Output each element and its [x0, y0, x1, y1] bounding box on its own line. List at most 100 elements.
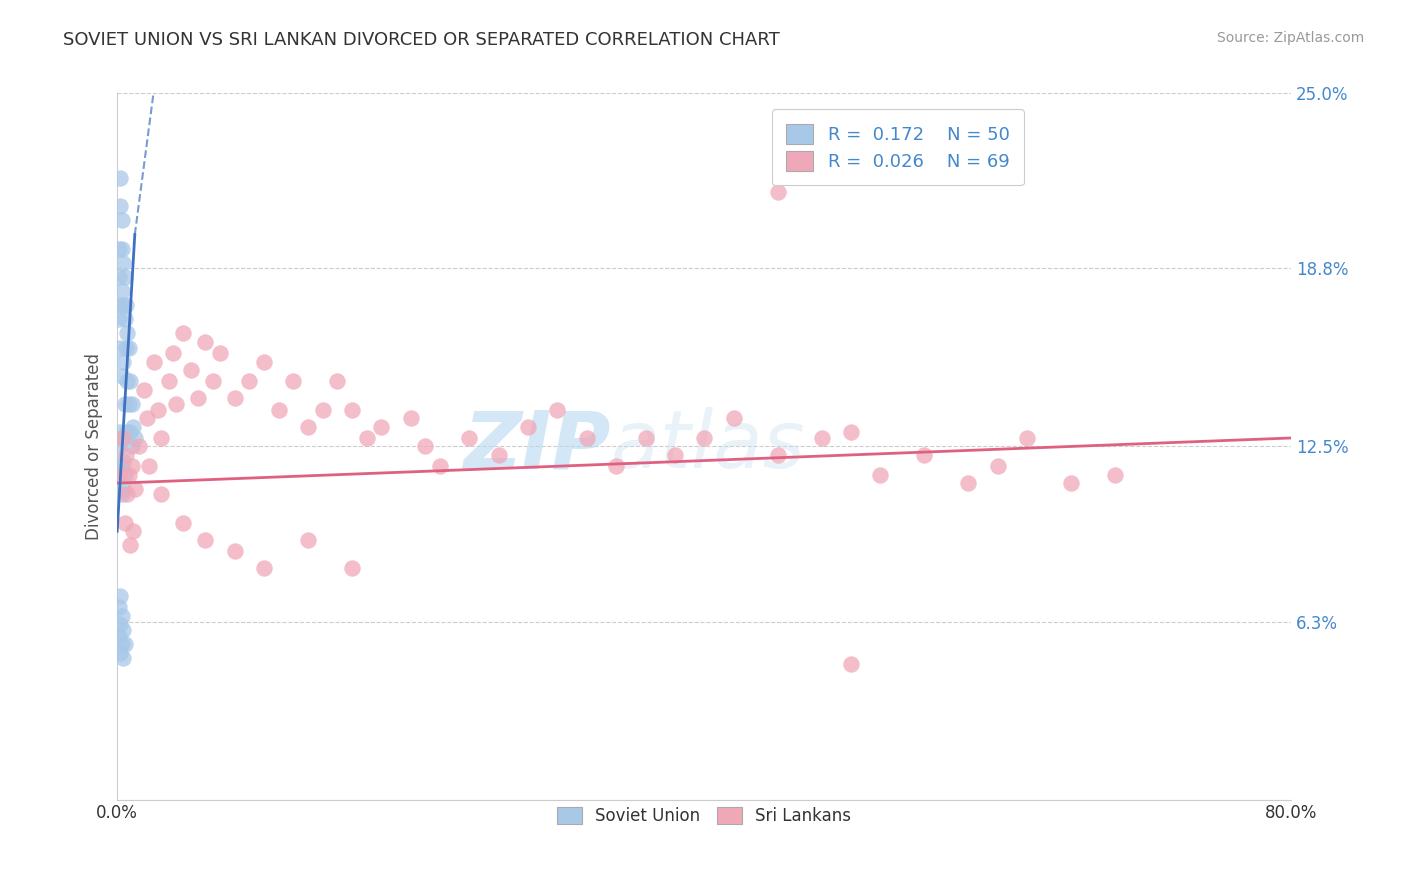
Point [121, 459, 143, 474]
Text: atlas: atlas [610, 408, 806, 485]
Point [1104, 467, 1126, 482]
Point [1060, 476, 1083, 491]
Point [201, 375, 224, 389]
Legend: Soviet Union, Sri Lankans: Soviet Union, Sri Lankans [548, 798, 860, 833]
Point [326, 375, 349, 389]
Point [839, 425, 862, 440]
Point [118, 467, 141, 482]
Point [162, 346, 184, 360]
Point [114, 516, 136, 530]
Point [110, 431, 132, 445]
Point [110, 368, 132, 383]
Point [115, 298, 138, 312]
Point [118, 397, 141, 411]
Point [399, 411, 422, 425]
Point [172, 516, 194, 530]
Point [122, 524, 145, 538]
Point [108, 467, 131, 482]
Point [112, 453, 135, 467]
Y-axis label: Divorced or Separated: Divorced or Separated [86, 353, 103, 540]
Point [253, 354, 276, 368]
Point [283, 375, 305, 389]
Point [839, 657, 862, 671]
Point [194, 334, 217, 349]
Point [110, 213, 132, 227]
Point [107, 459, 129, 474]
Point [987, 459, 1010, 474]
Point [112, 431, 135, 445]
Point [370, 419, 392, 434]
Point [117, 425, 139, 440]
Point [107, 312, 129, 326]
Point [180, 363, 202, 377]
Point [138, 459, 160, 474]
Point [634, 431, 657, 445]
Point [157, 375, 180, 389]
Point [114, 312, 136, 326]
Point [356, 431, 378, 445]
Point [110, 608, 132, 623]
Point [664, 448, 686, 462]
Point [267, 402, 290, 417]
Point [108, 425, 131, 440]
Point [122, 419, 145, 434]
Point [108, 646, 131, 660]
Point [194, 533, 217, 547]
Point [187, 392, 209, 406]
Point [112, 651, 135, 665]
Point [165, 397, 187, 411]
Point [108, 459, 131, 474]
Point [150, 487, 173, 501]
Point [172, 326, 194, 341]
Point [224, 544, 246, 558]
Point [114, 467, 136, 482]
Point [124, 482, 146, 496]
Point [112, 298, 135, 312]
Point [118, 341, 141, 355]
Point [121, 439, 143, 453]
Point [110, 637, 132, 651]
Point [108, 341, 131, 355]
Point [117, 375, 139, 389]
Point [114, 269, 136, 284]
Point [120, 538, 142, 552]
Point [128, 439, 150, 453]
Point [297, 419, 319, 434]
Point [107, 242, 129, 256]
Point [112, 256, 135, 270]
Point [340, 561, 363, 575]
Point [766, 185, 789, 199]
Point [517, 419, 540, 434]
Point [107, 439, 129, 453]
Point [415, 439, 437, 453]
Point [112, 482, 135, 496]
Point [311, 402, 333, 417]
Point [723, 411, 745, 425]
Point [110, 459, 132, 474]
Point [575, 431, 598, 445]
Point [912, 448, 935, 462]
Point [114, 397, 136, 411]
Point [297, 533, 319, 547]
Point [110, 487, 132, 501]
Point [224, 392, 246, 406]
Point [114, 637, 136, 651]
Point [488, 448, 510, 462]
Point [340, 402, 363, 417]
Point [766, 448, 789, 462]
Point [108, 589, 131, 603]
Point [693, 431, 716, 445]
Text: SOVIET UNION VS SRI LANKAN DIVORCED OR SEPARATED CORRELATION CHART: SOVIET UNION VS SRI LANKAN DIVORCED OR S… [63, 31, 780, 49]
Point [957, 476, 980, 491]
Point [869, 467, 891, 482]
Point [112, 354, 135, 368]
Point [117, 326, 139, 341]
Point [429, 459, 451, 474]
Point [253, 561, 276, 575]
Point [150, 431, 173, 445]
Point [458, 431, 481, 445]
Point [112, 623, 135, 637]
Point [605, 459, 627, 474]
Point [110, 242, 132, 256]
Point [108, 617, 131, 632]
